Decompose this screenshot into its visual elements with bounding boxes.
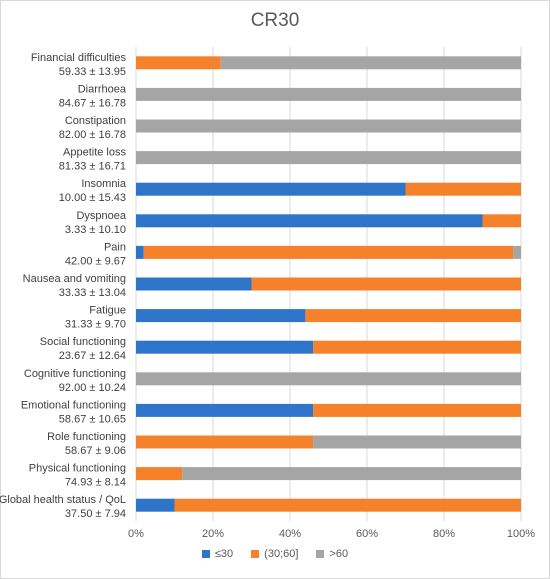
category-label: Cognitive functioning: [24, 368, 126, 380]
category-label: Pain: [104, 241, 126, 253]
bar-segment: [313, 403, 521, 417]
bar-segment: [182, 467, 521, 481]
legend-item: >60: [316, 548, 348, 560]
bar-segment: [305, 309, 521, 323]
category-stat-label: 42.00 ± 9.67: [65, 255, 126, 267]
chart-title: CR30: [250, 10, 300, 31]
bar-segment: [136, 214, 483, 228]
category-stat-label: 58.67 ± 10.65: [59, 413, 126, 425]
bar-segment: [136, 498, 175, 512]
bar-segment: [136, 372, 521, 386]
category-stat-label: 33.33 ± 13.04: [59, 287, 126, 299]
category-stat-label: 59.33 ± 13.95: [59, 66, 126, 78]
bar-segment: [136, 56, 221, 70]
bar-segment: [174, 498, 521, 512]
bar-segment: [251, 277, 521, 291]
category-stat-label: 3.33 ± 10.10: [65, 224, 126, 236]
category-stat-label: 82.00 ± 16.78: [59, 129, 126, 141]
category-stat-label: 58.67 ± 9.06: [65, 445, 126, 457]
legend-label: ≤30: [214, 548, 234, 560]
category-label: Diarrhoea: [78, 83, 127, 95]
chart-legend: ≤30 (30;60] >60: [0, 548, 550, 560]
category-label: Financial difficulties: [31, 52, 127, 64]
category-label: Emotional functioning: [21, 399, 126, 411]
bar-segment: [136, 87, 521, 101]
category-stat-label: 81.33 ± 16.71: [59, 161, 126, 173]
bar-segment: [136, 467, 183, 481]
legend-swatch: [201, 550, 210, 558]
legend-swatch: [316, 550, 325, 558]
category-label: Dyspnoea: [76, 210, 126, 222]
x-tick-label: 100%: [507, 528, 535, 540]
category-label: Appetite loss: [63, 147, 126, 159]
x-tick-label: 60%: [356, 528, 378, 540]
x-tick-label: 0%: [128, 528, 144, 540]
category-label: Insomnia: [81, 178, 127, 190]
category-label: Nausea and vomiting: [23, 273, 126, 285]
category-stat-label: 31.33 ± 9.70: [65, 319, 126, 331]
category-stat-label: 84.67 ± 16.78: [59, 97, 126, 109]
bar-segment: [482, 214, 521, 228]
category-stat-label: 23.67 ± 12.64: [59, 350, 126, 362]
category-stat-label: 74.93 ± 8.14: [65, 477, 126, 489]
x-tick-label: 80%: [433, 528, 455, 540]
category-label: Fatigue: [89, 305, 126, 317]
category-label: Global health status / QoL: [0, 494, 126, 506]
legend-label: (30;60]: [264, 548, 299, 560]
category-label: Constipation: [65, 115, 126, 127]
legend-label: >60: [329, 548, 349, 560]
x-tick-label: 20%: [202, 528, 224, 540]
bar-segment: [136, 309, 306, 323]
x-tick-label: 40%: [279, 528, 301, 540]
category-stat-label: 92.00 ± 10.24: [59, 382, 126, 394]
bar-segment: [220, 56, 521, 70]
legend-item: ≤30: [201, 548, 234, 560]
category-stat-label: 37.50 ± 7.94: [65, 508, 126, 520]
category-label: Physical functioning: [29, 463, 126, 475]
bar-segment: [136, 151, 521, 165]
bar-segment: [136, 119, 521, 133]
bar-segment: [136, 245, 144, 259]
bar-segment: [136, 277, 252, 291]
category-stat-label: 10.00 ± 15.43: [59, 192, 126, 204]
bar-segment: [143, 245, 514, 259]
category-label: Social functioning: [40, 336, 126, 348]
bar-segment: [136, 403, 314, 417]
bar-segment: [513, 245, 521, 259]
bar-segment: [136, 340, 314, 354]
legend-swatch: [251, 550, 260, 558]
bar-segment: [313, 435, 521, 449]
bar-segment: [136, 182, 406, 196]
category-label: Role functioning: [47, 431, 126, 443]
bar-segment: [136, 435, 314, 449]
bar-segment: [313, 340, 521, 354]
legend-item: (30;60]: [251, 548, 298, 560]
bar-segment: [405, 182, 521, 196]
